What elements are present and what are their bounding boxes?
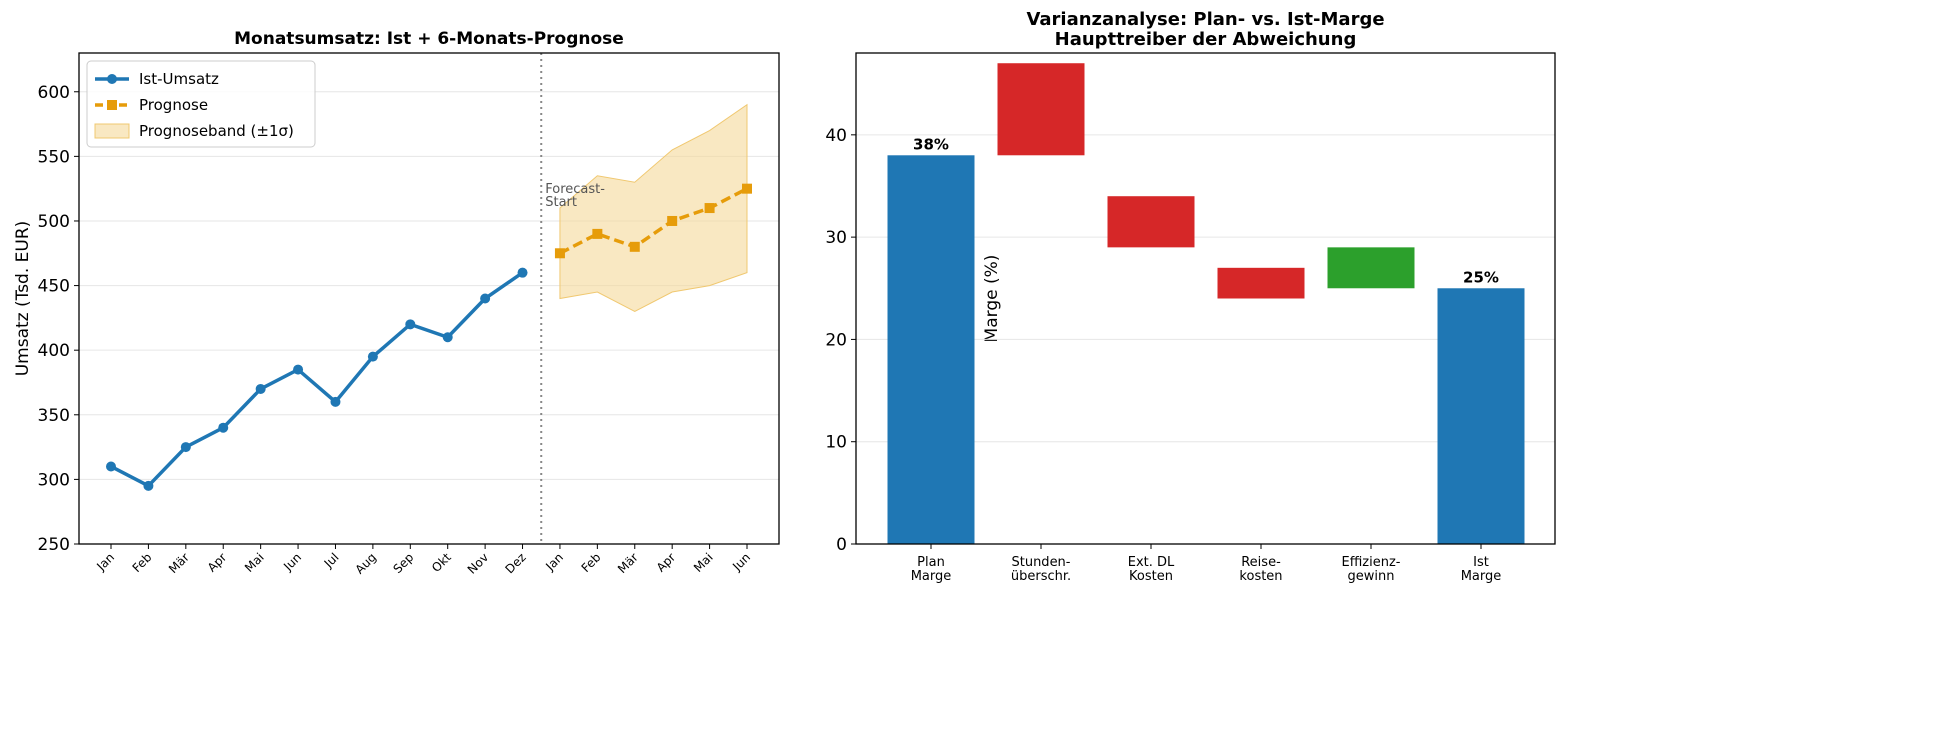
- annotation: Forecast-Start: [545, 182, 605, 210]
- data-point: [330, 396, 341, 407]
- data-point: [405, 319, 416, 330]
- data-point: [667, 215, 678, 226]
- x-tick-label: Ext. DL Kosten: [1128, 555, 1175, 584]
- y-tick-label: 40: [825, 126, 847, 146]
- data-point: [442, 332, 453, 343]
- y-tick-label: 350: [38, 406, 70, 426]
- y-tick-label: 450: [38, 277, 70, 297]
- x-tick-label: Jun: [280, 550, 304, 574]
- x-tick-label: Sep: [391, 550, 417, 576]
- y-tick-label: 300: [38, 470, 70, 490]
- bar: [1217, 267, 1305, 299]
- y-tick-label: 10: [825, 433, 847, 453]
- y-tick-label: 550: [38, 147, 70, 167]
- y-tick-label: 30: [825, 228, 847, 248]
- x-tick-label: Jul: [321, 550, 342, 571]
- legend-swatch: [94, 123, 130, 139]
- x-tick-label: Dez: [503, 550, 529, 576]
- data-point: [629, 241, 640, 252]
- y-tick-label: 0: [836, 535, 847, 555]
- y-tick-label: 500: [38, 212, 70, 232]
- x-tick-label: Stunden-überschr.: [1011, 555, 1071, 584]
- x-tick-label: Apr: [654, 550, 679, 575]
- x-tick-label: Mär: [615, 550, 641, 576]
- chart-title: Monatsumsatz: Ist + 6-Monats-Prognose: [234, 29, 624, 49]
- data-point: [143, 480, 154, 491]
- x-tick-label: Plan Marge: [911, 555, 952, 584]
- bar: [997, 63, 1085, 156]
- data-point: [367, 351, 378, 362]
- legend-marker: [107, 100, 117, 110]
- plot-frame: [855, 52, 1556, 545]
- y-axis-label: Marge (%): [982, 255, 1002, 343]
- y-tick-label: 400: [38, 341, 70, 361]
- data-point: [742, 183, 752, 194]
- bar: [1107, 196, 1195, 248]
- series-line: [559, 187, 748, 255]
- data-point: [180, 442, 191, 453]
- x-tick-label: Jan: [93, 550, 117, 574]
- x-tick-label: Ist Marge: [1461, 555, 1502, 584]
- x-tick-label: Mai: [242, 550, 267, 575]
- x-tick-label: Feb: [579, 550, 604, 575]
- y-tick-label: 250: [38, 535, 70, 555]
- data-point: [218, 422, 229, 433]
- chart-title: Varianzanalyse: Plan- vs. Ist-Marge Haupt…: [1026, 9, 1384, 50]
- data-point: [255, 383, 266, 394]
- x-tick-label: Mär: [166, 550, 192, 576]
- x-tick-label: Feb: [130, 550, 155, 575]
- series-line: [110, 271, 524, 489]
- x-tick-label: Mai: [691, 550, 716, 575]
- x-tick-label: Aug: [353, 550, 379, 576]
- data-point: [480, 293, 491, 304]
- legend-marker: [107, 74, 117, 84]
- data-point: [704, 203, 715, 214]
- x-tick-label: Apr: [205, 550, 230, 575]
- data-point: [592, 228, 603, 239]
- x-tick-label: Effizienz-gewinn: [1342, 555, 1401, 584]
- y-axis-label: Umsatz (Tsd. EUR): [13, 221, 33, 377]
- y-tick-label: 600: [38, 83, 70, 103]
- data-point: [106, 461, 116, 472]
- x-tick-label: Okt: [429, 550, 454, 575]
- legend-label: Prognoseband (±1σ): [139, 122, 294, 140]
- plot-frame: [78, 52, 780, 545]
- data-point: [554, 248, 565, 259]
- value-label: 25%: [1463, 268, 1499, 286]
- x-tick-label: Jun: [729, 550, 753, 574]
- value-label: 38%: [913, 135, 949, 153]
- forecast-band: [559, 103, 748, 312]
- bar: [1327, 247, 1415, 289]
- bar: [887, 155, 975, 544]
- x-tick-label: Reise-kosten: [1239, 555, 1282, 584]
- legend-box: [86, 60, 316, 148]
- x-tick-label: Jan: [542, 550, 566, 574]
- data-point: [293, 364, 304, 375]
- bar: [1437, 288, 1525, 544]
- legend-label: Prognose: [139, 96, 208, 114]
- y-tick-label: 20: [825, 330, 847, 350]
- x-tick-label: Nov: [465, 550, 491, 576]
- legend-label: Ist-Umsatz: [139, 70, 219, 88]
- data-point: [517, 267, 528, 278]
